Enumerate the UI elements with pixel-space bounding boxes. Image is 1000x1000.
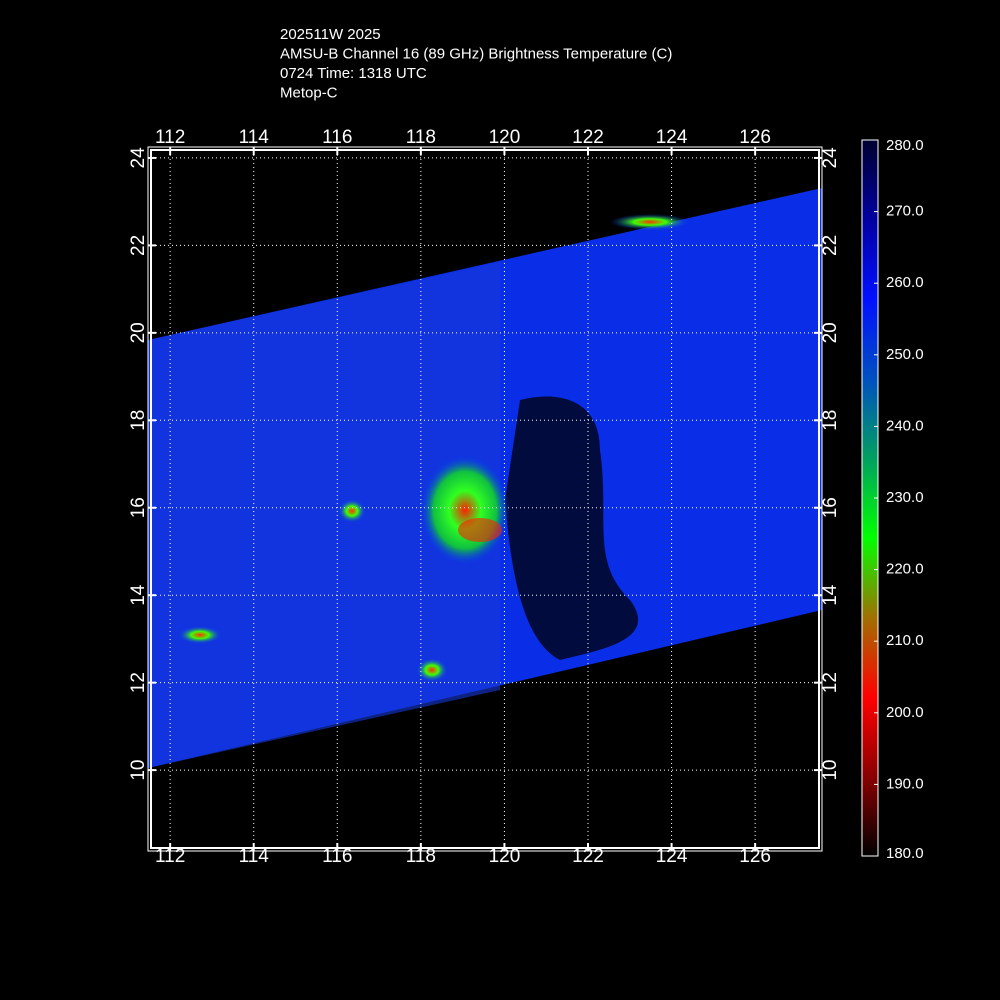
y-tick-label: 20	[128, 322, 149, 343]
y-tick-label: 20	[820, 322, 841, 343]
colorbar-label: 280.0	[886, 137, 924, 154]
x-tick-label: 114	[239, 846, 270, 867]
x-tick-label: 116	[322, 846, 352, 867]
x-tick-label: 114	[239, 127, 270, 148]
colorbar-label: 190.0	[886, 775, 924, 792]
x-tick-label: 126	[739, 846, 771, 867]
y-tick-label: 12	[820, 672, 841, 693]
x-tick-label: 112	[155, 127, 185, 148]
x-tick-label: 122	[572, 127, 604, 148]
x-tick-label: 120	[489, 846, 521, 867]
colorbar-label: 180.0	[886, 845, 924, 862]
y-tick-label: 22	[128, 235, 149, 256]
y-tick-label: 18	[128, 410, 149, 431]
y-tick-label: 24	[820, 147, 841, 169]
colorbar-label: 230.0	[886, 489, 924, 506]
colorbar-label: 250.0	[886, 346, 924, 363]
colorbar-label: 270.0	[886, 203, 924, 220]
header-line: 0724 Time: 1318 UTC	[280, 65, 427, 82]
x-tick-label: 112	[155, 846, 185, 867]
y-tick-label: 10	[820, 760, 841, 781]
x-tick-label: 118	[406, 846, 436, 867]
ticks: 112 112 114 114 116 116 118 118 120 120 122 122 124 1…	[128, 127, 841, 867]
header-line: Metop-C	[280, 84, 338, 101]
colorbar-label: 210.0	[886, 632, 924, 649]
frame-inner	[150, 149, 820, 849]
y-tick-label: 14	[820, 584, 841, 606]
colorbar-label: 220.0	[886, 561, 924, 578]
colorbar-label: 260.0	[886, 274, 924, 291]
colorbar-label: 200.0	[886, 704, 924, 721]
x-tick-label: 122	[572, 846, 604, 867]
colorbar-label: 240.0	[886, 417, 924, 434]
y-tick-label: 18	[820, 410, 841, 431]
y-tick-label: 12	[128, 672, 149, 693]
header-line: 202511W 2025	[280, 26, 381, 43]
header: 202511W 2025 AMSU-B Channel 16 (89 GHz) B…	[280, 26, 672, 102]
x-tick-label: 124	[656, 846, 688, 867]
satellite-swath	[148, 188, 822, 768]
y-tick-label: 16	[820, 497, 841, 518]
grid	[148, 147, 822, 851]
y-tick-label: 14	[128, 584, 149, 606]
y-tick-label: 24	[128, 147, 149, 169]
x-tick-label: 124	[656, 127, 688, 148]
frame	[147, 146, 823, 852]
x-tick-label: 120	[489, 127, 521, 148]
header-line: AMSU-B Channel 16 (89 GHz) Brightness Te…	[280, 45, 672, 62]
x-tick-label: 118	[406, 127, 436, 148]
x-tick-label: 126	[739, 127, 771, 148]
y-tick-label: 16	[128, 497, 149, 518]
x-tick-label: 116	[322, 127, 352, 148]
y-tick-label: 22	[820, 235, 841, 256]
y-tick-label: 10	[128, 760, 149, 781]
colorbar: 180.0 190.0 200.0 210.0 220.0 230.0 240.0 250.0…	[861, 137, 924, 862]
